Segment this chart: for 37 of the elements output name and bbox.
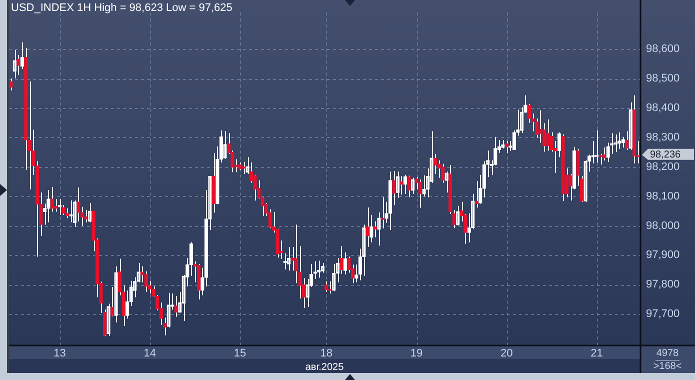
x-tick-label: 15 <box>234 348 246 360</box>
x-tick-label: 13 <box>54 348 66 360</box>
text: 98,236 <box>650 150 682 161</box>
text: 4978 <box>656 348 680 359</box>
candlestick <box>140 266 144 283</box>
x-tick-label: 14 <box>144 348 156 360</box>
candlestick <box>407 175 411 198</box>
chart-title: USD_INDEX 1H High = 98,623 Low = 97,625 <box>11 2 232 14</box>
y-tick-label: 98,200 <box>646 160 680 173</box>
candlestick <box>400 176 404 196</box>
y-tick-label: 97,700 <box>646 308 680 320</box>
x-axis-title: авг.2025 <box>305 362 344 373</box>
x-tick-label: 20 <box>500 348 513 360</box>
candlestick <box>598 153 602 166</box>
y-tick-label: 98,400 <box>646 102 680 114</box>
candlestick <box>76 186 80 222</box>
candlestick <box>546 118 550 152</box>
y-tick-label: 98,100 <box>646 190 680 202</box>
candlestick <box>538 110 542 144</box>
y-tick-label: 97,800 <box>646 278 680 291</box>
y-tick-label: 97,900 <box>646 249 680 262</box>
y-tick-label: 98,000 <box>646 220 680 232</box>
candlestick <box>527 104 532 124</box>
candlestick <box>290 246 294 272</box>
candlestick <box>9 78 13 91</box>
candlestick <box>414 176 418 190</box>
candlestick <box>418 179 422 208</box>
candlestick <box>84 210 88 223</box>
x-tick-label: 19 <box>410 348 423 360</box>
y-tick-label: 98,300 <box>646 131 680 144</box>
x-tick-label: 18 <box>320 348 333 360</box>
y-tick-label: 98,500 <box>646 72 680 85</box>
y-tick-label: 98,600 <box>646 43 680 56</box>
candlestick <box>294 224 298 284</box>
x-tick-label: 21 <box>590 348 603 360</box>
text: >168< <box>653 360 682 372</box>
candlestick <box>602 146 606 161</box>
